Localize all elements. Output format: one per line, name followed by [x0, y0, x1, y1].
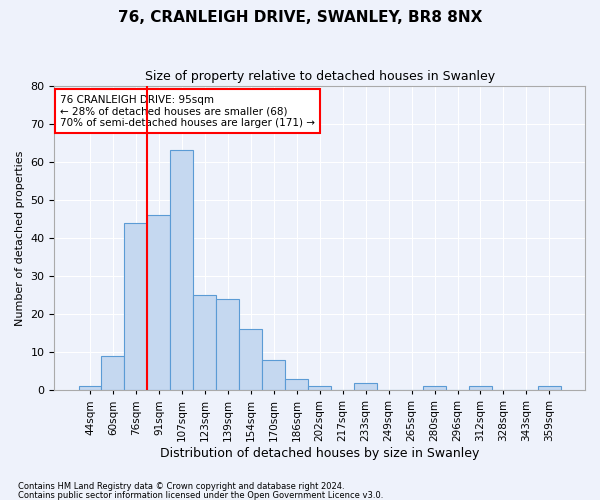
Bar: [79, 386, 101, 390]
Bar: [285, 379, 308, 390]
Bar: [354, 382, 377, 390]
Bar: [239, 330, 262, 390]
Bar: [423, 386, 446, 390]
Bar: [308, 386, 331, 390]
Bar: [262, 360, 285, 390]
Bar: [217, 299, 239, 390]
Text: 76 CRANLEIGH DRIVE: 95sqm
← 28% of detached houses are smaller (68)
70% of semi-: 76 CRANLEIGH DRIVE: 95sqm ← 28% of detac…: [60, 94, 315, 128]
Bar: [170, 150, 193, 390]
Bar: [193, 295, 217, 390]
Bar: [469, 386, 492, 390]
Y-axis label: Number of detached properties: Number of detached properties: [15, 150, 25, 326]
Title: Size of property relative to detached houses in Swanley: Size of property relative to detached ho…: [145, 70, 495, 83]
Bar: [538, 386, 561, 390]
X-axis label: Distribution of detached houses by size in Swanley: Distribution of detached houses by size …: [160, 447, 479, 460]
Bar: [124, 222, 148, 390]
Text: 76, CRANLEIGH DRIVE, SWANLEY, BR8 8NX: 76, CRANLEIGH DRIVE, SWANLEY, BR8 8NX: [118, 10, 482, 25]
Text: Contains HM Land Registry data © Crown copyright and database right 2024.: Contains HM Land Registry data © Crown c…: [18, 482, 344, 491]
Bar: [101, 356, 124, 390]
Text: Contains public sector information licensed under the Open Government Licence v3: Contains public sector information licen…: [18, 490, 383, 500]
Bar: [148, 215, 170, 390]
